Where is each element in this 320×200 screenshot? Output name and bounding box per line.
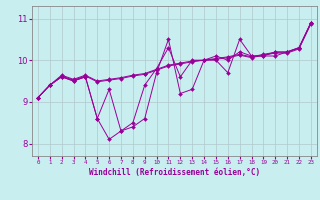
X-axis label: Windchill (Refroidissement éolien,°C): Windchill (Refroidissement éolien,°C) [89, 168, 260, 177]
